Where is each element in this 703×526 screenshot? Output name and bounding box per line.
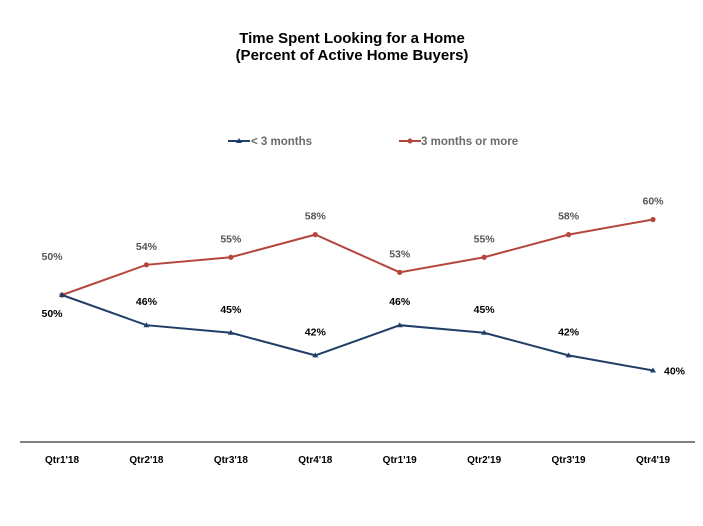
data-point-3-months-or-more — [397, 269, 403, 275]
series-layer: 50% 54% 55% 58% 53% 55% 58% 60% 50% 46% 45% 42% 46% 4… — [41, 196, 685, 378]
data-label-less-than-3-months: 46% — [389, 296, 411, 308]
legend: < 3 months 3 months or more — [228, 136, 518, 148]
data-label-3-months-or-more: 55% — [220, 233, 242, 245]
data-label-3-months-or-more: 60% — [642, 196, 664, 208]
data-point-3-months-or-more — [312, 232, 318, 238]
chart-title: Time Spent Looking for a Home — [239, 30, 465, 47]
x-tick-label: Qtr1'18 — [45, 455, 80, 466]
data-point-3-months-or-more — [481, 254, 487, 260]
legend-marker-less-than-3-months — [236, 138, 242, 143]
data-point-less-than-3-months — [481, 329, 488, 335]
data-label-3-months-or-more: 50% — [41, 251, 63, 263]
x-tick-label: Qtr3'18 — [214, 455, 249, 466]
x-axis-tick-labels: Qtr1'18 Qtr2'18 Qtr3'18 Qtr4'18 Qtr1'19 Qtr2'… — [45, 455, 671, 466]
series-less-than-3-months: 50% 46% 45% 42% 46% 45% 42% 40% — [41, 292, 686, 378]
x-tick-label: Qtr1'19 — [383, 455, 418, 466]
data-point-less-than-3-months — [227, 329, 234, 335]
data-label-less-than-3-months: 40% — [664, 366, 686, 378]
data-point-3-months-or-more — [143, 262, 150, 268]
data-label-less-than-3-months: 45% — [474, 304, 496, 316]
data-label-3-months-or-more: 58% — [305, 211, 327, 223]
data-label-less-than-3-months: 42% — [558, 326, 580, 338]
x-tick-label: Qtr4'18 — [298, 455, 333, 466]
data-point-less-than-3-months — [650, 367, 656, 373]
data-point-less-than-3-months — [143, 322, 150, 328]
legend-item-less-than-3-months: < 3 months — [228, 136, 312, 148]
x-tick-label: Qtr2'19 — [467, 455, 502, 466]
data-point-less-than-3-months — [59, 292, 65, 297]
data-point-less-than-3-months — [396, 322, 403, 328]
series-line-less-than-3-months — [61, 294, 654, 372]
data-point-3-months-or-more — [650, 216, 656, 223]
x-tick-label: Qtr4'19 — [636, 455, 671, 466]
data-label-less-than-3-months: 42% — [305, 326, 327, 338]
data-point-less-than-3-months — [565, 352, 572, 358]
x-tick-label: Qtr3'19 — [552, 455, 587, 466]
data-label-less-than-3-months: 50% — [41, 308, 63, 320]
legend-label-3-months-or-more: 3 months or more — [421, 136, 518, 148]
data-label-3-months-or-more: 54% — [136, 241, 158, 253]
data-label-3-months-or-more: 53% — [389, 248, 411, 260]
data-label-3-months-or-more: 55% — [474, 233, 496, 245]
legend-marker-3-months-or-more — [407, 138, 413, 144]
legend-item-3-months-or-more: 3 months or more — [399, 136, 518, 148]
data-point-3-months-or-more — [228, 254, 234, 260]
chart-subtitle: (Percent of Active Home Buyers) — [236, 47, 469, 64]
data-label-less-than-3-months: 46% — [136, 296, 158, 308]
series-3-months-or-more: 50% 54% 55% 58% 53% 55% 58% 60% — [41, 196, 664, 298]
data-point-3-months-or-more — [565, 232, 572, 238]
series-line-3-months-or-more — [61, 218, 654, 296]
legend-label-less-than-3-months: < 3 months — [251, 136, 312, 148]
data-label-less-than-3-months: 45% — [220, 304, 242, 316]
data-label-3-months-or-more: 58% — [558, 211, 580, 223]
data-point-less-than-3-months — [312, 352, 319, 358]
x-tick-label: Qtr2'18 — [129, 455, 164, 466]
